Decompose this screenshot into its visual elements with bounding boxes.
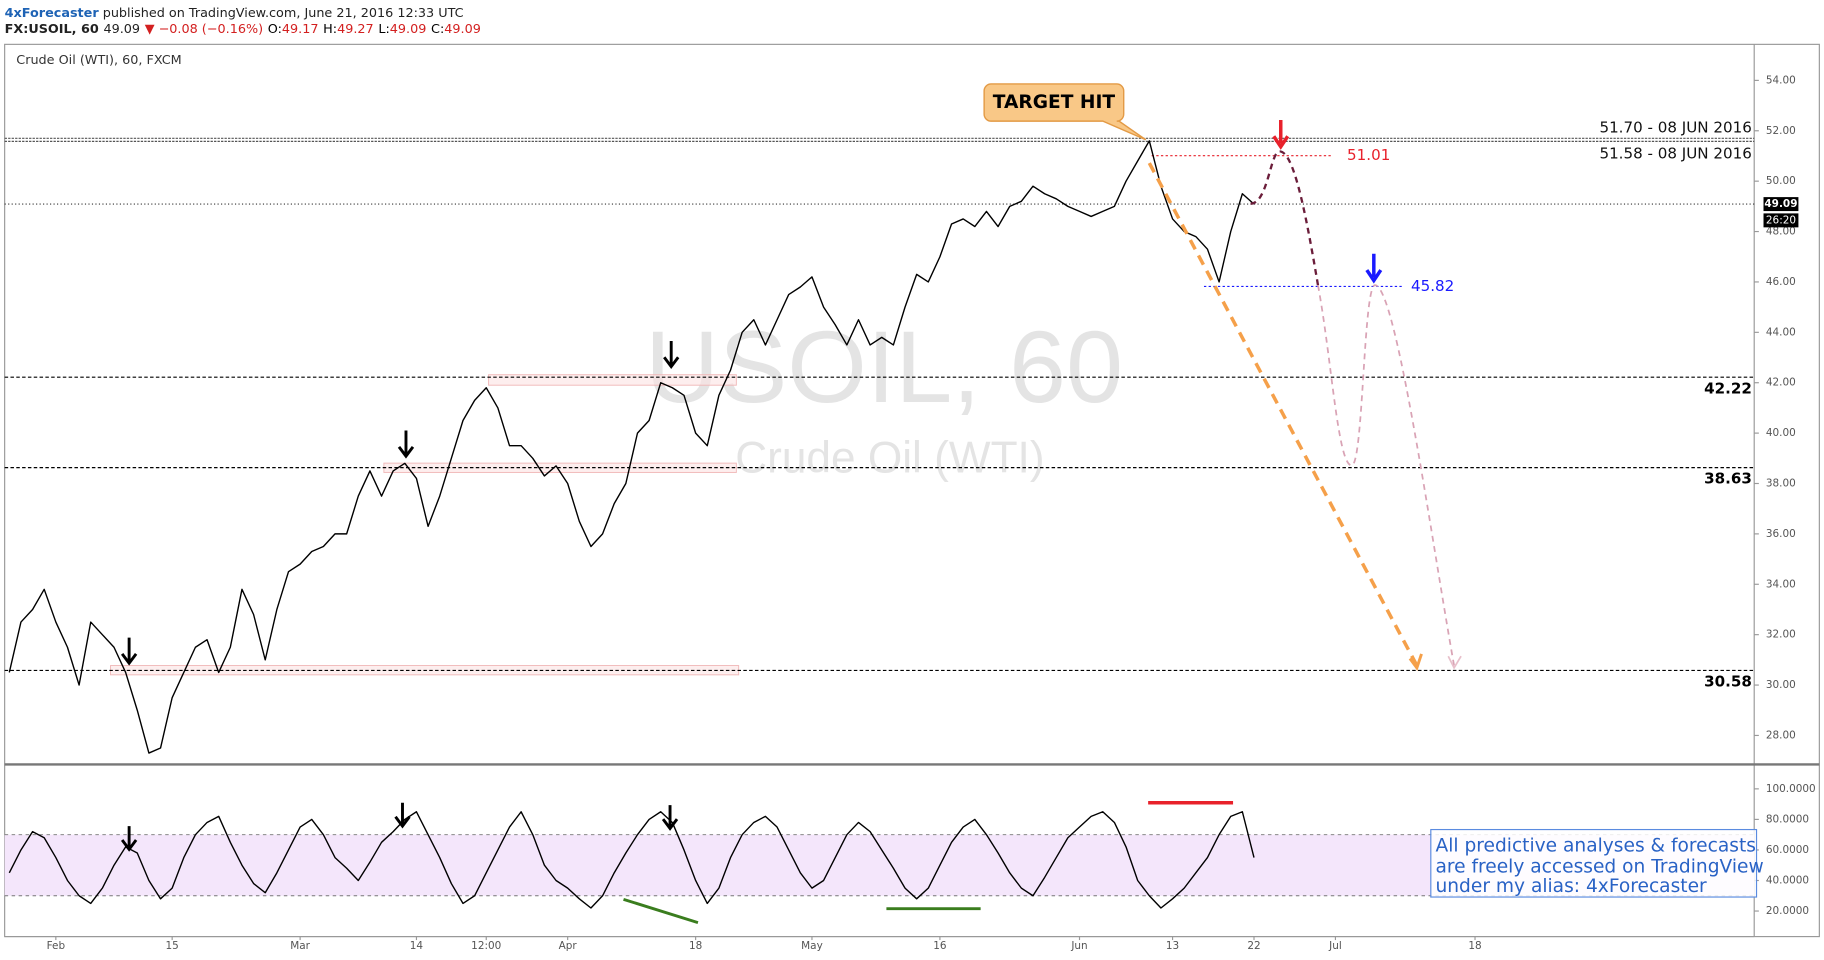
- arrow: [394, 802, 411, 829]
- rsi-drawings: [120, 801, 1234, 925]
- note-line: All predictive analyses & forecasts: [1435, 835, 1755, 856]
- last-price: 49.09: [103, 22, 140, 37]
- forecast-path-faded: [1317, 284, 1455, 666]
- level-label: 38.63: [1704, 470, 1752, 488]
- x-tick-label: Jun: [1070, 940, 1087, 952]
- watermark: USOIL, 60: [645, 309, 1123, 424]
- arrow: [120, 826, 138, 852]
- header-line: 4xForecaster published on TradingView.co…: [5, 5, 464, 20]
- chart-frame: [4, 43, 1820, 938]
- price-line: [8, 811, 1255, 909]
- x-tick-label: May: [801, 940, 823, 952]
- x-tick-label: 14: [410, 940, 424, 952]
- published: published on TradingView.com, June 21, 2…: [99, 5, 464, 20]
- y-tick-label: 36.00: [1766, 528, 1796, 540]
- y-tick-label: 48.00: [1766, 226, 1796, 238]
- countdown-label: 26:20: [1766, 214, 1796, 226]
- arrow: [661, 805, 679, 831]
- y-tick-label: 52.00: [1766, 125, 1796, 137]
- ohlc-c: 49.09: [444, 22, 481, 37]
- ohlc-o: 49.17: [282, 22, 319, 37]
- x-tick-label: Jul: [1328, 940, 1342, 952]
- level-label: 42.22: [1704, 379, 1752, 397]
- countdown-badge: [1763, 213, 1799, 228]
- note-line: under my alias: 4xForecaster: [1435, 876, 1707, 897]
- y-tick-label: 38.00: [1766, 477, 1796, 489]
- forecast-arrowhead: [1447, 655, 1462, 670]
- y-tick-label: 34.00: [1766, 578, 1796, 590]
- y-tick-label: 100.0000: [1766, 783, 1816, 795]
- x-tick-label: 16: [933, 940, 946, 952]
- y-tick-label: 28.00: [1766, 729, 1796, 741]
- divergence-line: [623, 897, 699, 925]
- callout-text: TARGET HIT: [993, 92, 1116, 113]
- note-line: are freely accessed on TradingView: [1435, 856, 1763, 877]
- y-tick-label: 42.00: [1766, 377, 1796, 389]
- level-label: 51.70 - 08 JUN 2016: [1599, 118, 1751, 136]
- note-box: [1430, 828, 1758, 898]
- x-tick-label: 13: [1166, 940, 1179, 952]
- y-tick-label: 54.00: [1766, 74, 1796, 86]
- x-tick-label: 12:00: [471, 940, 501, 952]
- symbol-line: FX:USOIL, 60 49.09 ▼ −0.08 (−0.16%) O:49.17…: [5, 22, 481, 37]
- x-tick-label: 22: [1247, 940, 1260, 952]
- change: ▼ −0.08 (−0.16%): [145, 22, 263, 37]
- y-tick-label: 40.0000: [1766, 874, 1809, 886]
- level-label: 30.58: [1704, 673, 1752, 691]
- arrow: [1365, 253, 1383, 284]
- arrows: [120, 119, 1383, 666]
- price-line: [8, 140, 1255, 754]
- price-badge-label: 49.09: [1764, 198, 1797, 210]
- price-badge: [1763, 197, 1799, 212]
- ohlc-l-key: L:: [378, 22, 389, 37]
- level-label: 45.82: [1411, 277, 1454, 295]
- symbol: FX:USOIL, 60: [5, 22, 99, 37]
- forecast-line: [1147, 162, 1419, 667]
- author[interactable]: 4xForecaster: [5, 5, 100, 20]
- ohlc-h-key: H:: [323, 22, 337, 37]
- callout: TARGET HIT: [983, 83, 1147, 141]
- callout-box: [983, 83, 1147, 141]
- x-tick-label: 18: [1468, 940, 1481, 952]
- x-tick-label: 15: [166, 940, 179, 952]
- arrow: [397, 430, 415, 459]
- price-pane: 28.00 30.00 32.00 34.00 36.00 38.00 40.00 42.00…: [4, 74, 1799, 754]
- ohlc-o-key: O:: [268, 22, 282, 37]
- x-tick-label: Mar: [290, 940, 310, 952]
- level-label: 51.58 - 08 JUN 2016: [1599, 145, 1751, 163]
- forecast-arrowhead: [1408, 653, 1423, 671]
- ohlc-l: 49.09: [390, 22, 427, 37]
- forecast-path: [1250, 150, 1320, 286]
- arrow: [120, 637, 138, 666]
- pane-title: Crude Oil (WTI), 60, FXCM: [16, 53, 181, 68]
- y-tick-label: 44.00: [1766, 326, 1796, 338]
- arrow: [663, 340, 680, 370]
- arrow: [1272, 119, 1290, 150]
- time-axis: Feb 15 Mar 14 12:00 Apr 18 May 16 Jun 13 22 Jul 18: [4, 935, 1755, 952]
- y-tick-label: 32.00: [1766, 629, 1796, 641]
- y-tick-label: 46.00: [1766, 276, 1796, 288]
- zone: [488, 374, 737, 386]
- x-tick-label: Feb: [47, 940, 66, 952]
- y-tick-label: 50.00: [1766, 175, 1796, 187]
- x-tick-label: Apr: [559, 940, 578, 952]
- x-tick-label: 18: [689, 940, 702, 952]
- y-tick-label: 20.0000: [1766, 905, 1809, 917]
- ohlc-h: 49.27: [337, 22, 374, 37]
- y-tick-label: 60.0000: [1766, 844, 1809, 856]
- ohlc-c-key: C:: [431, 22, 444, 37]
- watermark-subtitle: Crude Oil (WTI): [735, 433, 1044, 482]
- y-tick-label: 80.0000: [1766, 813, 1809, 825]
- level-label: 51.01: [1347, 146, 1390, 164]
- y-tick-label: 40.00: [1766, 427, 1796, 439]
- y-tick-label: 30.00: [1766, 679, 1796, 691]
